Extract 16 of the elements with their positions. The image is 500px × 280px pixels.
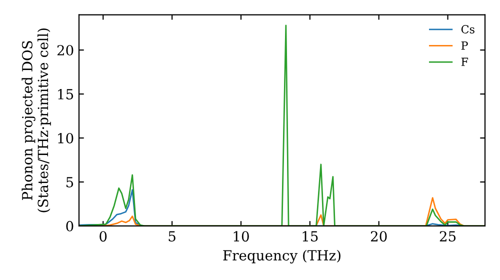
x-tick-label: 10 [234,231,249,242]
legend-label: P [461,41,468,50]
x-tick-label: 15 [302,231,318,242]
y-tick-label: 5 [66,177,74,188]
y-tick-label: 10 [58,132,74,144]
y-tick-label: 0 [66,220,74,232]
x-tick-label: 25 [440,231,456,242]
y-axis-title: Phonon projected DOS (States/THz·primitive cell) [22,28,51,212]
y-tick-label: 20 [57,44,74,56]
x-axis-title: Frequency (THz) [223,250,340,264]
legend-label: Cs [461,25,474,34]
x-tick-label: 20 [370,231,387,242]
legend-label: F [461,58,468,66]
y-tick-label: 15 [58,88,74,100]
x-tick-label: 0 [100,231,107,242]
x-tick-label: 5 [168,231,176,242]
